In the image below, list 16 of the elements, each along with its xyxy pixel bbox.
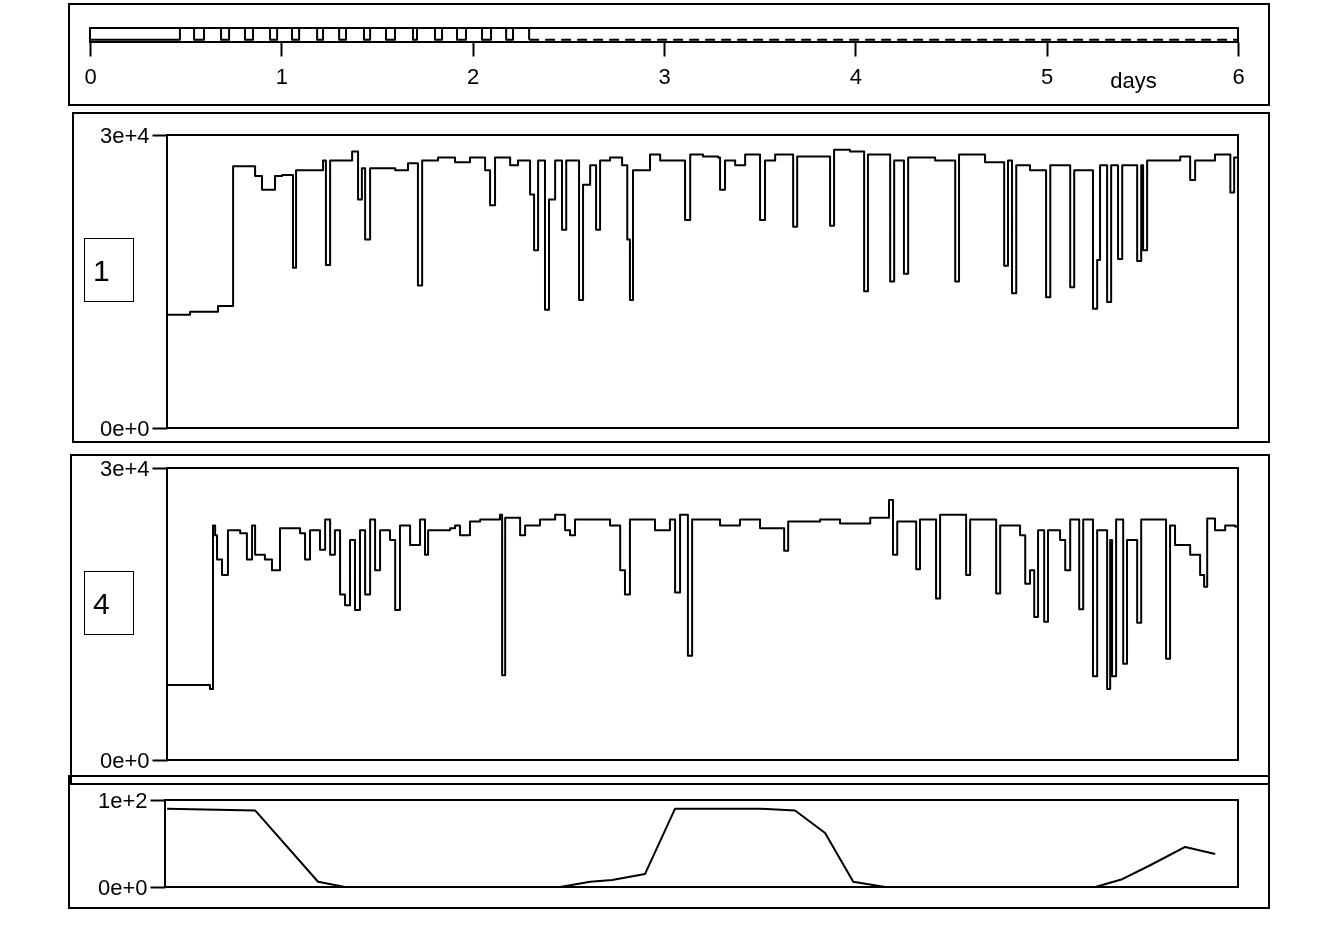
y-tick-label: 3e+4	[99, 455, 150, 481]
y-tick-label: 0e+0	[99, 747, 150, 773]
x-tick-label: 0	[84, 63, 97, 89]
y-tick-label: 1e+2	[97, 787, 148, 813]
x-axis-title: days	[1110, 67, 1157, 93]
x-tick-label: 4	[849, 63, 862, 89]
y-tick-label: 0e+0	[99, 415, 150, 441]
annotation: 1	[84, 238, 134, 302]
x-tick-label: 1	[275, 63, 288, 89]
x-tick-label: 3	[658, 63, 671, 89]
x-tick-label: 6	[1232, 63, 1245, 89]
x-tick-label: 2	[467, 63, 480, 89]
y-tick-label: 3e+4	[99, 122, 150, 148]
y-tick-label: 0e+0	[97, 874, 148, 900]
annotation: 4	[84, 571, 134, 635]
x-tick-label: 5	[1041, 63, 1054, 89]
